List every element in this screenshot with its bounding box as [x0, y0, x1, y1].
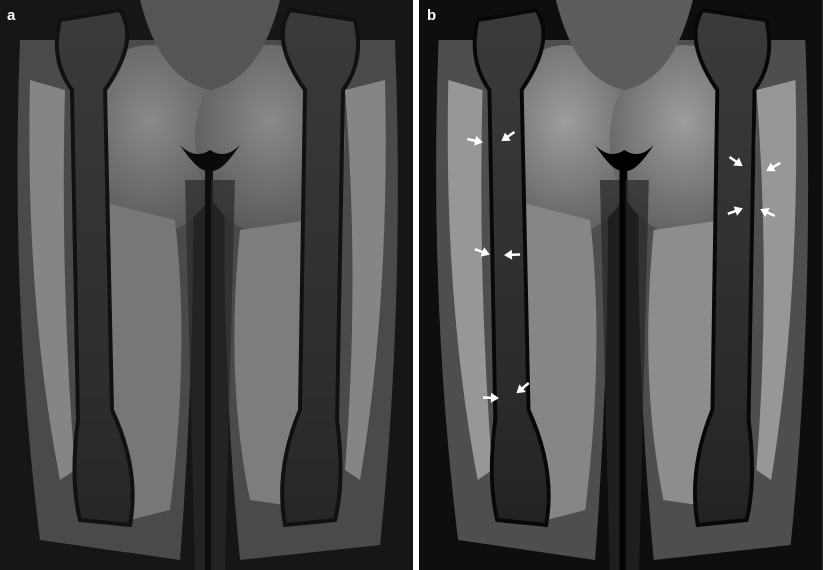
- panel-b: b: [419, 0, 823, 570]
- panel-label: b: [427, 7, 436, 24]
- panel-label: a: [7, 7, 16, 24]
- panel-a: a: [0, 0, 413, 570]
